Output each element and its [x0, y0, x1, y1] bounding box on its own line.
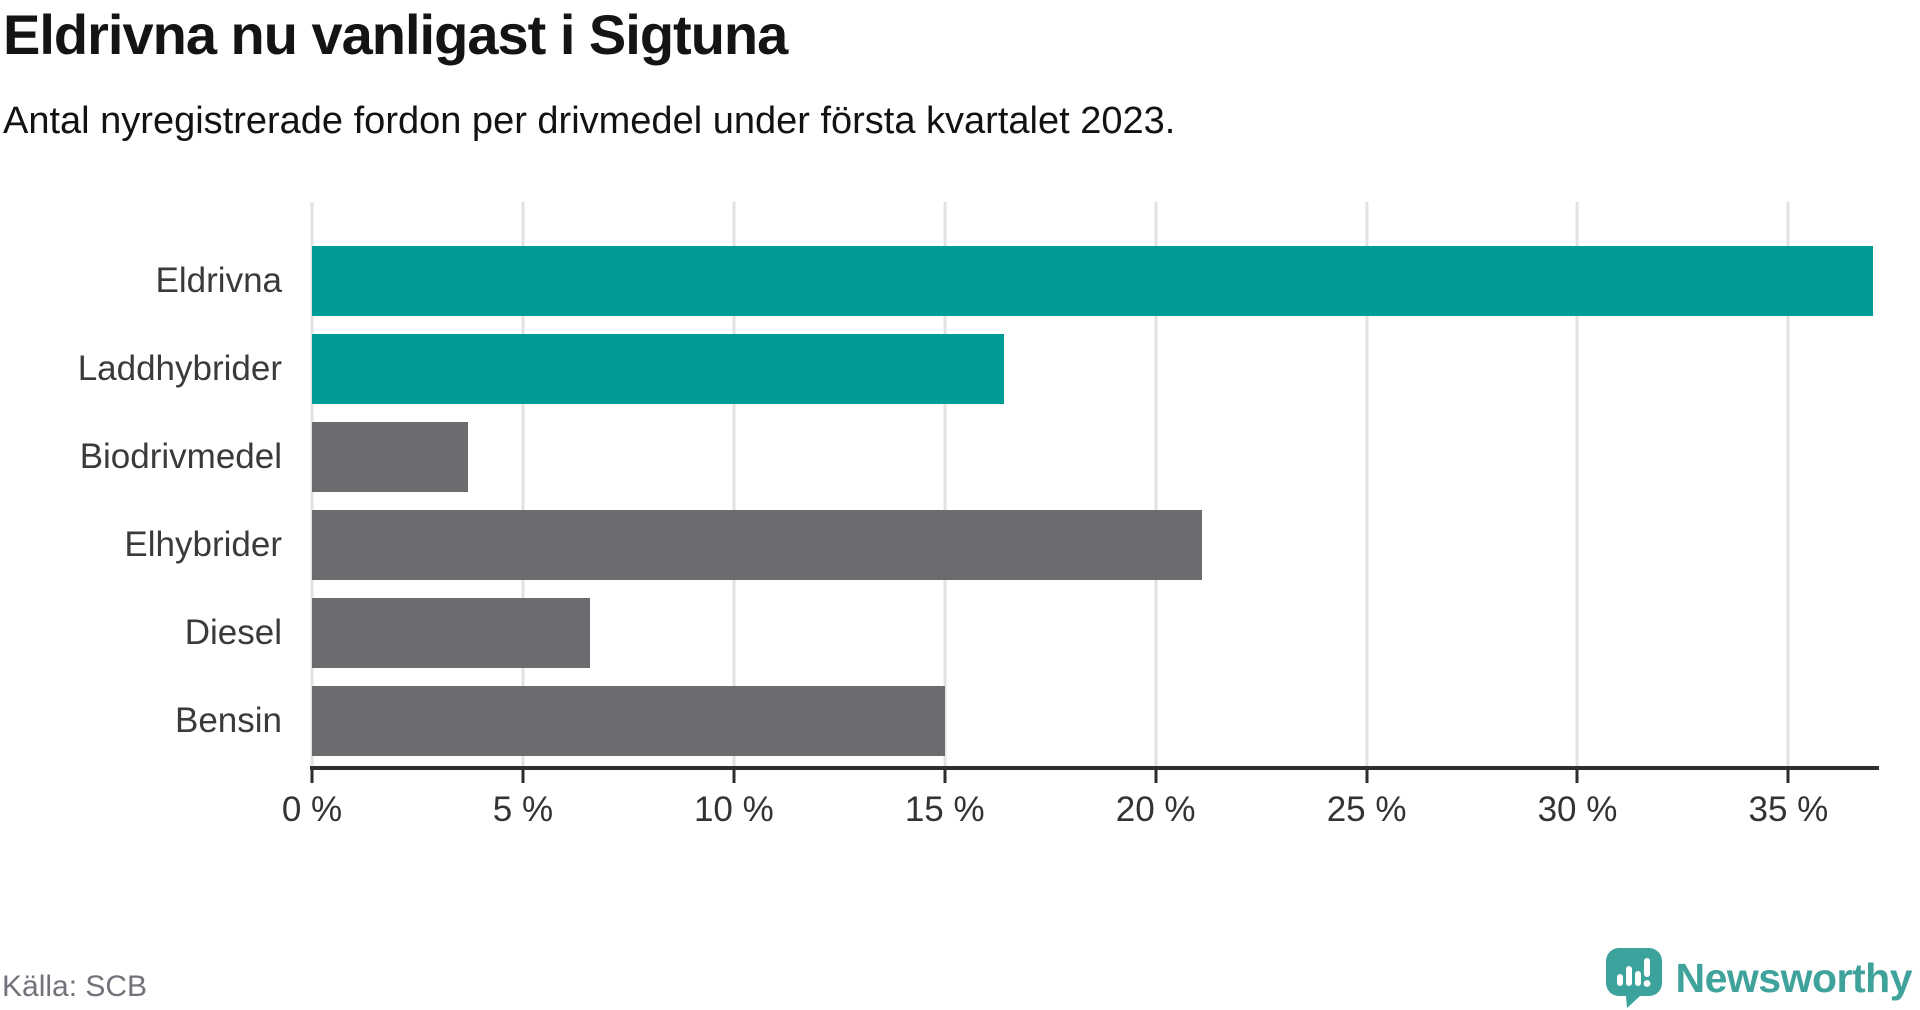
bar-diesel: [312, 598, 591, 668]
gridline-25: [1365, 202, 1369, 766]
bar-row: [312, 686, 1877, 756]
gridline-35: [1786, 202, 1790, 766]
x-tick-mark-20: [1154, 770, 1158, 783]
x-tick-label-15: 15 %: [904, 790, 985, 829]
x-tick-label-35: 35 %: [1748, 790, 1829, 829]
category-label-diesel: Diesel: [184, 613, 282, 652]
category-label-eldrivna: Eldrivna: [155, 261, 282, 300]
x-tick-mark-15: [943, 770, 947, 783]
newsworthy-wordmark: Newsworthy: [1675, 954, 1913, 1001]
bar-row: [312, 246, 1877, 316]
bar-bensin: [312, 686, 945, 756]
x-tick-label-20: 20 %: [1115, 790, 1196, 829]
gridline-30: [1575, 202, 1579, 766]
bar-row: [312, 334, 1877, 404]
category-label-biodrivmedel: Biodrivmedel: [79, 437, 282, 476]
chart-title: Eldrivna nu vanligast i Sigtuna: [3, 3, 788, 66]
gridline-15: [943, 202, 947, 766]
plot-area: [310, 202, 1877, 766]
x-tick-mark-30: [1575, 770, 1579, 783]
bar-elhybrider: [312, 510, 1203, 580]
x-tick-label-30: 30 %: [1537, 790, 1618, 829]
bar-eldrivna: [312, 246, 1873, 316]
x-tick-label-0: 0 %: [281, 790, 343, 829]
newsworthy-logo: Newsworthy: [1605, 948, 1913, 1008]
source-note: Källa: SCB: [2, 970, 148, 1003]
x-tick-mark-5: [521, 770, 525, 783]
category-label-elhybrider: Elhybrider: [124, 525, 282, 564]
x-tick-mark-10: [732, 770, 736, 783]
x-tick-label-5: 5 %: [492, 790, 554, 829]
category-label-bensin: Bensin: [174, 701, 282, 740]
bar-row: [312, 598, 1877, 668]
bar-biodrivmedel: [312, 422, 469, 492]
bar-row: [312, 422, 1877, 492]
x-tick-mark-0: [310, 770, 314, 783]
chart-subtitle: Antal nyregistrerade fordon per drivmede…: [3, 100, 1176, 142]
x-tick-label-25: 25 %: [1326, 790, 1407, 829]
bar-laddhybrider: [312, 334, 1004, 404]
category-label-laddhybrider: Laddhybrider: [77, 349, 282, 388]
x-axis-line: [310, 766, 1879, 770]
x-tick-mark-35: [1786, 770, 1790, 783]
bar-row: [312, 510, 1877, 580]
x-tick-mark-25: [1365, 770, 1369, 783]
gridline-20: [1154, 202, 1158, 766]
gridline-10: [732, 202, 736, 766]
x-tick-label-10: 10 %: [693, 790, 774, 829]
y-axis-category-labels: Eldrivna Laddhybrider Biodrivmedel Elhybrid…: [0, 202, 282, 766]
gridline-5: [521, 202, 525, 766]
newsworthy-speech-bubble-icon: [1605, 948, 1662, 1008]
